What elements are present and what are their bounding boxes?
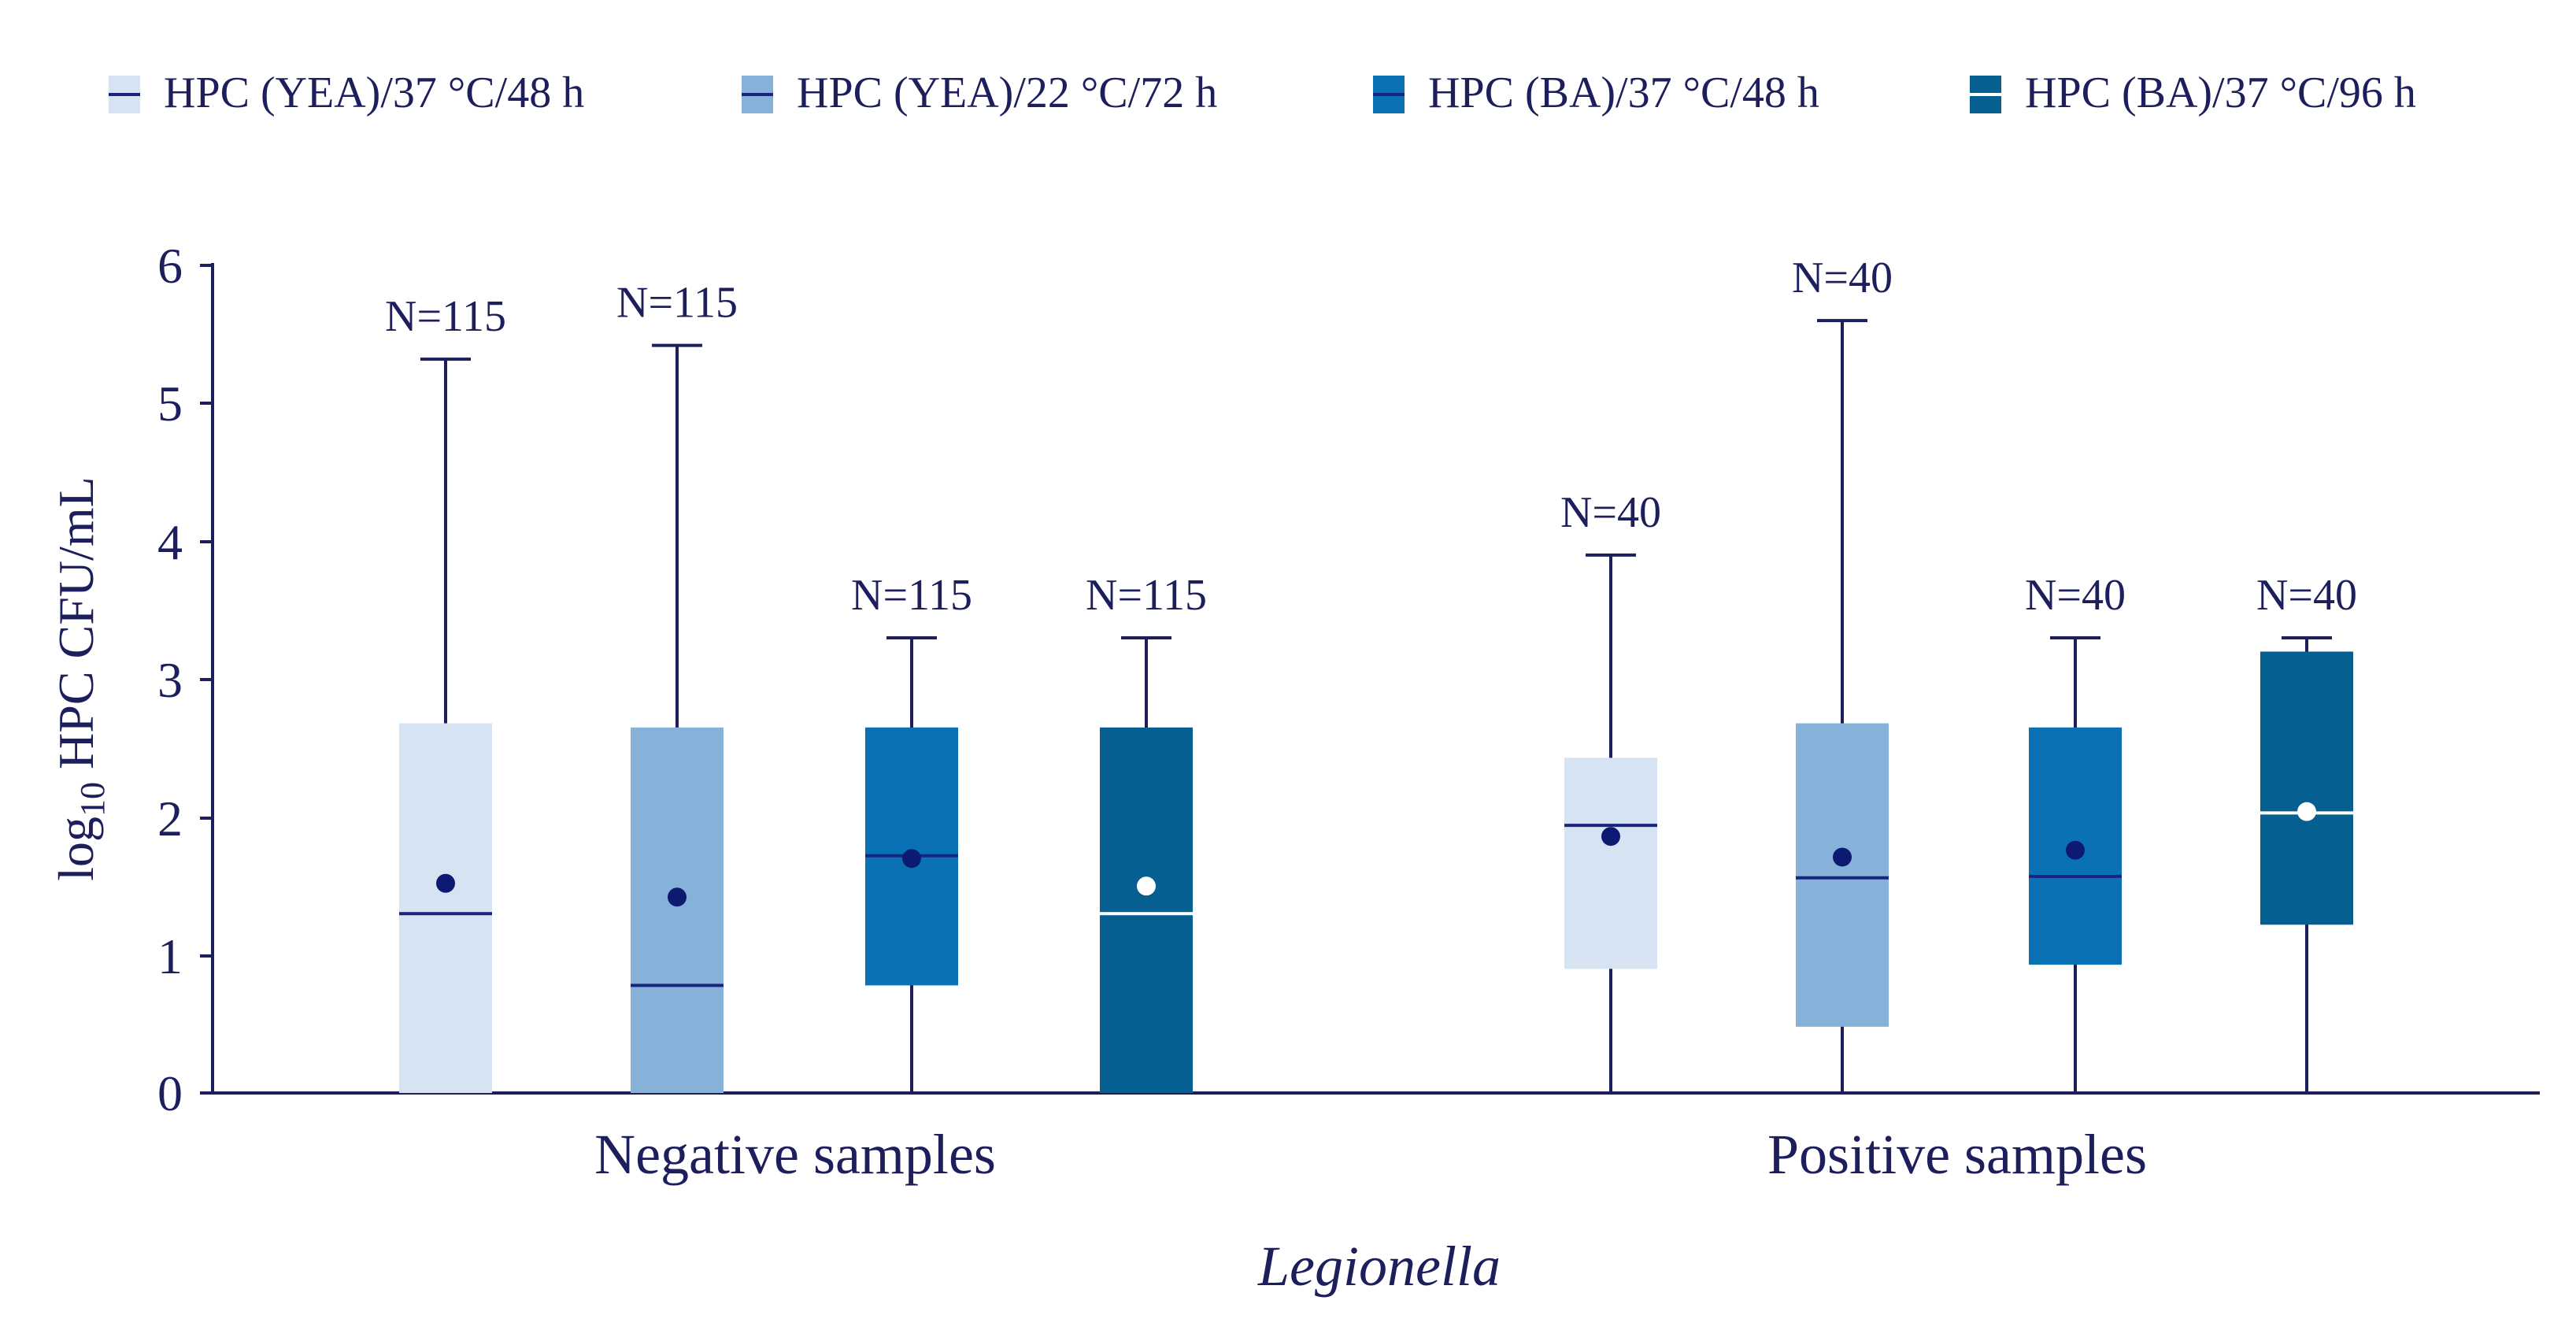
box-group-4: N=40 <box>1560 488 1661 1093</box>
box-mean-marker <box>1833 847 1852 867</box>
box-body <box>1564 758 1657 969</box>
y-tick-2: 2 <box>157 791 213 847</box>
y-tick-4: 4 <box>157 514 213 570</box>
group-label-positive: Positive samples <box>1767 1123 2147 1186</box>
box-mean-marker <box>1137 876 1156 896</box>
legend: HPC (YEA)/37 °C/48 h HPC (YEA)/22 °C/72 … <box>109 69 2416 117</box>
box-n-label: N=40 <box>2256 571 2357 620</box>
legend-label-3: HPC (BA)/37 °C/96 h <box>2025 69 2416 117</box>
y-tick-label: 6 <box>157 238 183 294</box>
box-body <box>1100 727 1193 1093</box>
box-mean-marker <box>668 887 687 907</box>
legend-item-0: HPC (YEA)/37 °C/48 h <box>109 69 584 117</box>
x-axis-title: Legionella <box>1257 1235 1501 1298</box>
y-tick-1: 1 <box>157 928 213 984</box>
legend-label-1: HPC (YEA)/22 °C/72 h <box>797 69 1217 117</box>
legend-item-2: HPC (BA)/37 °C/48 h <box>1373 69 1819 117</box>
box-mean-marker <box>2297 802 2316 821</box>
box-group-0: N=115 <box>385 292 506 1093</box>
y-tick-label: 1 <box>157 928 183 984</box>
y-tick-3: 3 <box>157 652 213 708</box>
legend-item-1: HPC (YEA)/22 °C/72 h <box>742 69 1217 117</box>
box-group-6: N=40 <box>2025 571 2126 1093</box>
box-group-1: N=115 <box>616 279 738 1093</box>
group-label-negative: Negative samples <box>594 1123 996 1186</box>
y-tick-label: 3 <box>157 652 183 708</box>
box-body <box>631 727 724 1093</box>
box-mean-marker <box>2066 840 2085 860</box>
y-tick-label: 2 <box>157 791 183 847</box>
box-mean-marker <box>436 873 455 893</box>
legend-label-0: HPC (YEA)/37 °C/48 h <box>164 69 584 117</box>
box-group-2: N=115 <box>851 571 972 1093</box>
box-group-5: N=40 <box>1792 254 1893 1093</box>
y-tick-0: 0 <box>157 1065 213 1121</box>
y-axis-title-subscript: 10 <box>73 782 112 817</box>
box-group-3: N=115 <box>1086 571 1207 1093</box>
plot-area: N=115 N=115 N=115 N=115 <box>385 254 2357 1093</box>
box-body <box>1796 723 1889 1027</box>
y-ticks: 0 1 2 3 4 5 6 <box>157 238 213 1121</box>
box-body <box>399 723 492 1093</box>
y-tick-label: 0 <box>157 1065 183 1121</box>
legend-label-2: HPC (BA)/37 °C/48 h <box>1428 69 1819 117</box>
y-tick-label: 4 <box>157 514 183 570</box>
box-n-label: N=115 <box>851 571 972 620</box>
box-n-label: N=115 <box>616 279 738 328</box>
y-axis-title: log10 HPC CFU/mL <box>48 476 112 880</box>
y-axis-title-rest: HPC CFU/mL <box>48 476 104 782</box>
y-axis-title-base: log <box>48 817 104 881</box>
box-mean-marker <box>1601 827 1620 847</box>
box-n-label: N=40 <box>1560 488 1661 537</box>
legend-item-3: HPC (BA)/37 °C/96 h <box>1970 69 2416 117</box>
box-body <box>2260 651 2353 925</box>
y-tick-6: 6 <box>157 238 213 294</box>
box-n-label: N=40 <box>1792 254 1893 302</box>
box-group-7: N=40 <box>2256 571 2357 1093</box>
box-n-label: N=40 <box>2025 571 2126 620</box>
box-n-label: N=115 <box>1086 571 1207 620</box>
box-mean-marker <box>902 849 921 869</box>
y-tick-label: 5 <box>157 376 183 432</box>
box-n-label: N=115 <box>385 292 506 341</box>
y-tick-5: 5 <box>157 376 213 432</box>
